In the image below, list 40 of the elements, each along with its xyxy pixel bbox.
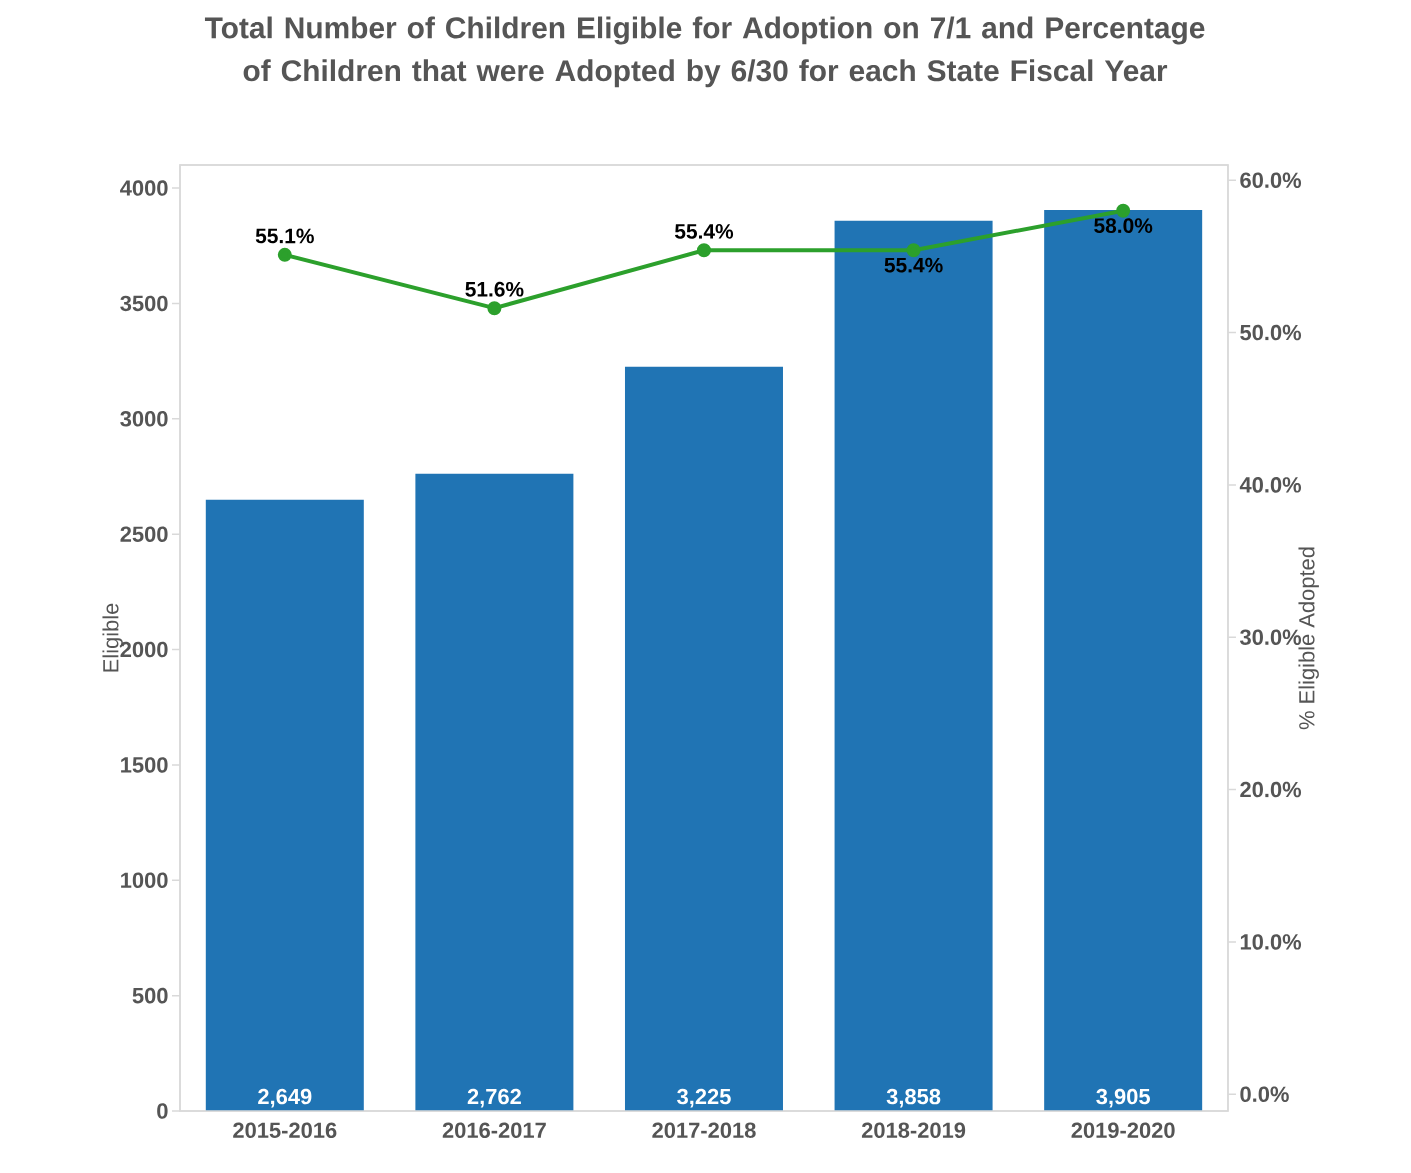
chart-title: Total Number of Children Eligible for Adoption on 7/1 and Percentage of Children that were Adopted by 6/30 for each State Fiscal Year [204,16,1205,88]
bar [205,499,364,1111]
data-label: 55.4% [884,257,943,273]
data-label: 51.6% [465,281,524,297]
y-tick-label: 500 [132,987,168,1004]
x-tick-label: 2018-2019 [861,1122,966,1139]
y2-tick-label: 60.0% [1240,172,1302,188]
y2-tick-label: 20.0% [1240,781,1302,798]
point [696,243,711,258]
y-tick-label: 0 [157,1103,168,1119]
bar [415,473,574,1111]
x-tick-label: 2016-2017 [442,1122,546,1139]
bar [1044,209,1203,1111]
y-tick-label: 4000 [120,180,168,196]
point [1116,203,1131,218]
y-tick-label: 3500 [120,295,168,312]
y-tick-label: 1000 [121,872,168,889]
y-tick-label: 3000 [120,411,168,427]
data-label: 3,225 [677,1088,731,1108]
data-label: 3,905 [1096,1088,1150,1108]
data-label: 55.4% [674,224,734,239]
data-label: 3,858 [886,1088,941,1108]
data-label: 2,762 [467,1088,521,1108]
x-tick-label: 2019-2020 [1071,1122,1175,1139]
bar [624,366,783,1111]
data-label: 58.0% [1094,218,1153,234]
y-tick-label: 2500 [120,526,168,542]
point [906,243,921,258]
bar [834,220,993,1111]
data-label: 55.1% [255,228,314,244]
y-tick-label: 1500 [121,757,168,773]
point [277,247,292,262]
y2-tick-label: 10.0% [1240,934,1302,950]
point [487,301,502,316]
x-tick-label: 2017-2018 [652,1122,756,1139]
y2-tick-label: 50.0% [1240,324,1302,341]
data-label: 2,649 [258,1088,312,1108]
x-tick-label: 2015-2016 [233,1122,337,1139]
y2-tick-label: 40.0% [1239,477,1302,493]
y2-tick-label: 0.0% [1240,1086,1289,1103]
